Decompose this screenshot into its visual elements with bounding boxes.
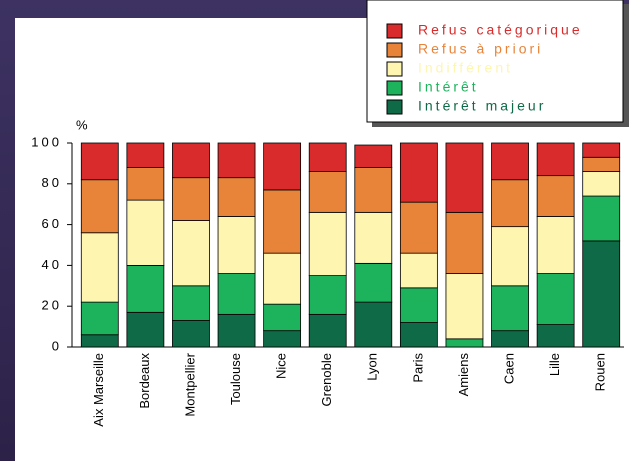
bar-segment — [172, 142, 210, 179]
bar-segment — [491, 226, 529, 287]
x-tick-label: Caen — [501, 353, 516, 384]
bar-segment — [263, 330, 302, 348]
y-tick-label: 0 — [52, 338, 62, 353]
bar-segment — [399, 252, 438, 289]
bar-segment — [536, 273, 575, 325]
bar-segment — [126, 142, 165, 168]
legend-swatch — [386, 80, 403, 96]
x-tick-label: Aix Marseille — [91, 353, 106, 427]
bar-segment — [536, 142, 575, 177]
bar-segment — [172, 285, 210, 321]
bar-segment — [582, 142, 621, 158]
bar-segment — [308, 313, 347, 348]
legend-swatch — [386, 42, 403, 58]
bar-segment — [491, 330, 529, 348]
bar-segment — [263, 252, 302, 305]
x-tick-label: Rouen — [593, 353, 608, 391]
legend — [366, 0, 624, 123]
bar-segment — [536, 324, 575, 348]
bar-segment — [172, 220, 210, 287]
legend-label: Intérêt — [418, 79, 479, 95]
legend-swatch — [386, 99, 403, 115]
bar-segment — [536, 216, 575, 274]
bar-segment — [80, 301, 119, 336]
y-tick-label: 20 — [42, 298, 62, 313]
bar-segment — [354, 301, 393, 348]
bar-segment — [582, 171, 621, 197]
bar-segment — [536, 175, 575, 217]
bar-segment — [308, 211, 347, 277]
bar-segment — [582, 195, 621, 242]
bar-segment — [445, 211, 484, 274]
bar-segment — [126, 167, 165, 201]
bar-segment — [399, 201, 438, 254]
legend-label: Refus à priori — [418, 41, 543, 57]
bar-segment — [308, 275, 347, 315]
x-tick-label: Montpellier — [182, 352, 197, 416]
bar-segment — [80, 232, 119, 303]
x-tick-label: Paris — [410, 353, 425, 383]
y-tick-label: 100 — [31, 134, 62, 149]
bar-segment — [491, 285, 529, 332]
bar-segment — [263, 189, 302, 254]
legend-swatch — [386, 23, 403, 39]
bar-segment — [126, 311, 165, 348]
bar-segment — [354, 211, 393, 264]
bar-segment — [217, 177, 256, 217]
bar-segment — [308, 142, 347, 172]
x-tick-label: Lyon — [365, 353, 380, 381]
bar-segment — [217, 142, 256, 179]
bar-segment — [354, 167, 393, 213]
x-tick-label: Amiens — [456, 353, 471, 397]
bar-segment — [445, 338, 484, 348]
bar-segment — [445, 142, 484, 213]
bar-segment — [491, 179, 529, 228]
bar-segment — [582, 156, 621, 172]
bar-segment — [172, 177, 210, 221]
x-tick-label: Grenoble — [319, 353, 334, 406]
bar-segment — [354, 144, 393, 168]
bar-segment — [217, 273, 256, 315]
bar-segment — [217, 313, 256, 348]
y-tick-label: 80 — [42, 175, 62, 190]
bar-segment — [126, 199, 165, 266]
bar-segment — [399, 322, 438, 348]
bar-segment — [399, 287, 438, 323]
legend-label: Intérêt majeur — [418, 98, 546, 114]
bar-segment — [126, 264, 165, 313]
x-tick-label: Nice — [274, 353, 289, 379]
y-tick-label: 40 — [42, 257, 62, 272]
y-tick-label: 60 — [42, 216, 62, 231]
legend-label: Refus catégorique — [418, 22, 583, 38]
bar-segment — [308, 171, 347, 213]
bar-segment — [172, 320, 210, 348]
bar-segment — [263, 142, 302, 191]
bar-segment — [354, 262, 393, 303]
bar-segment — [445, 273, 484, 340]
x-tick-label: Bordeaux — [137, 353, 152, 409]
bar-segment — [80, 179, 119, 234]
bar-segment — [263, 303, 302, 332]
bar-segment — [80, 142, 119, 181]
bar-segment — [399, 142, 438, 203]
bar-segment — [582, 240, 621, 348]
bar-segment — [80, 334, 119, 348]
x-tick-label: Toulouse — [228, 353, 243, 405]
x-tick-label: Lille — [547, 353, 562, 376]
bar-segment — [217, 216, 256, 274]
legend-label: Indifférent — [418, 60, 513, 76]
legend-swatch — [386, 61, 403, 77]
bar-segment — [491, 142, 529, 181]
y-axis-label: % — [76, 117, 88, 132]
